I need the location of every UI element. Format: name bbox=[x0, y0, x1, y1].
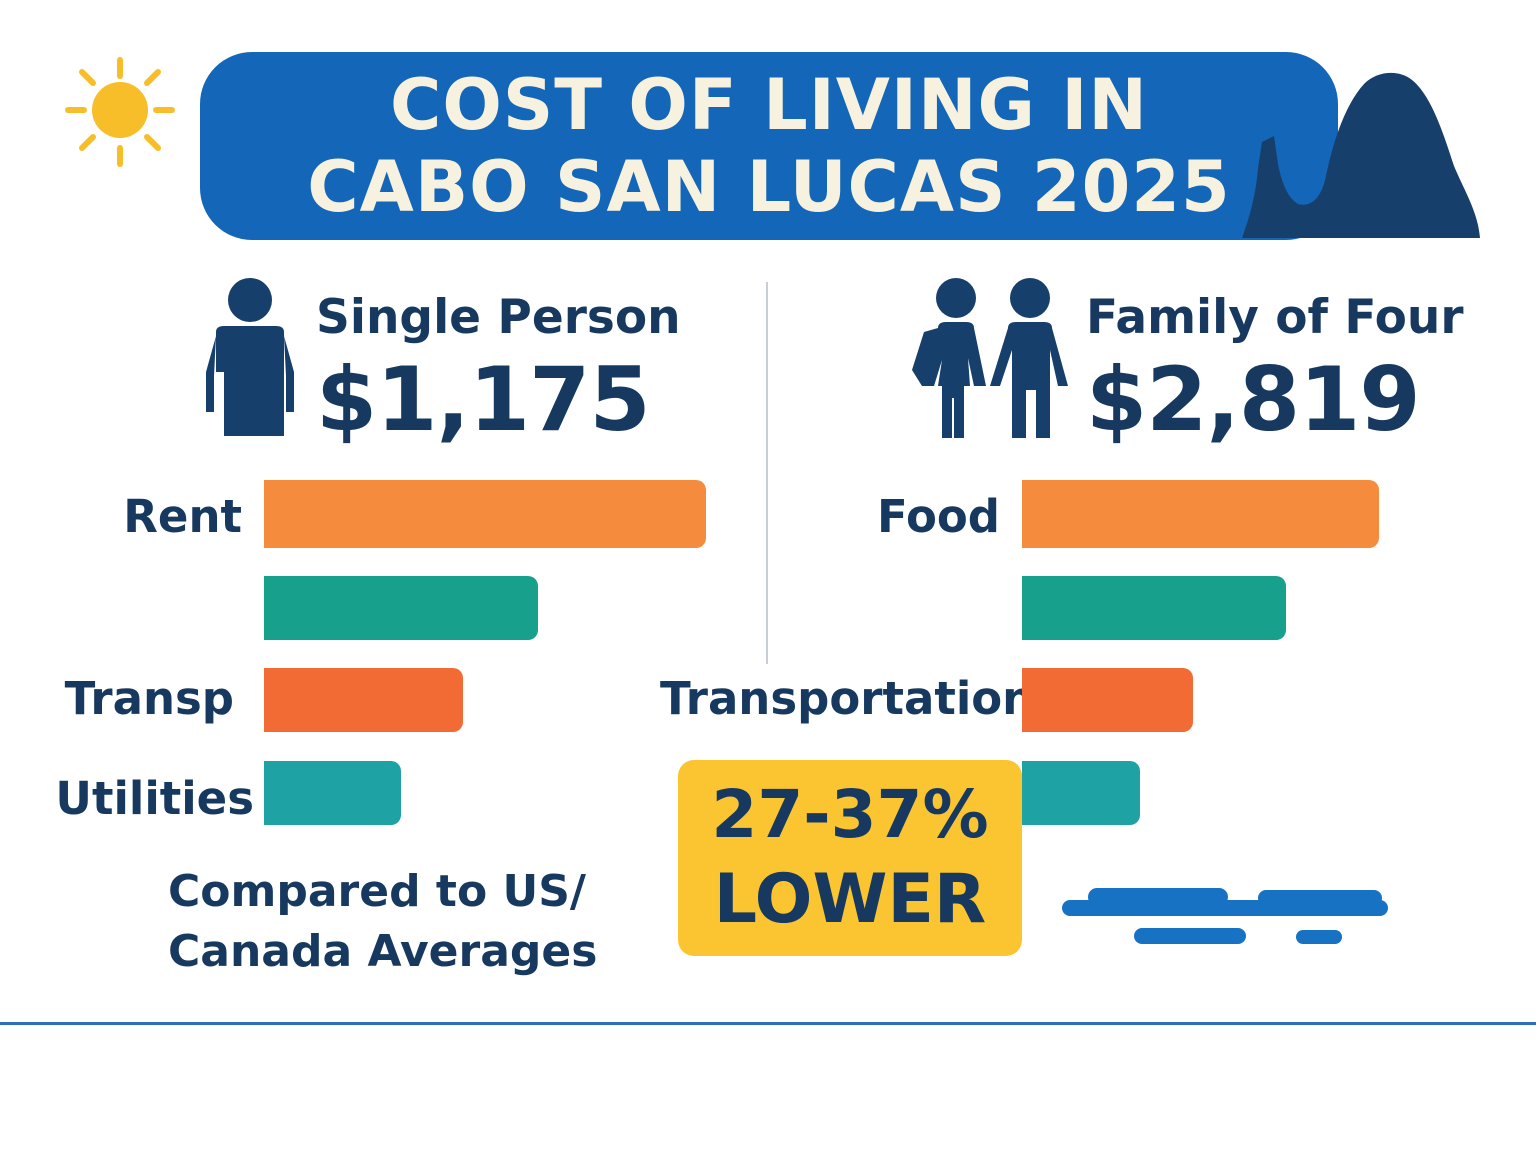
section-divider bbox=[766, 282, 768, 664]
savings-badge bbox=[678, 760, 1022, 956]
single-bar-1 bbox=[264, 576, 538, 640]
single-bar-label-3: Utilities bbox=[55, 772, 254, 825]
sun-icon bbox=[65, 57, 175, 167]
savings-range: 27-37% bbox=[711, 776, 989, 853]
bottom-rule bbox=[0, 1022, 1536, 1025]
arch-rock-icon bbox=[1242, 72, 1480, 238]
family-bar-label-2: Transportation bbox=[660, 672, 1035, 725]
single-bar-3 bbox=[264, 761, 401, 825]
single-person-label: Single Person bbox=[316, 290, 681, 345]
family-bar-0 bbox=[1022, 480, 1379, 548]
single-bar-label-2: Transp bbox=[64, 672, 234, 725]
single-person-icon bbox=[206, 278, 294, 436]
water-wave-icon bbox=[1062, 888, 1388, 944]
single-bar-label-0: Rent bbox=[123, 490, 242, 543]
family-amount: $2,819 bbox=[1086, 348, 1421, 451]
page-title-line-1: COST OF LIVING IN bbox=[389, 64, 1148, 146]
family-bar-3 bbox=[1022, 761, 1140, 825]
page-title-line-2: CABO SAN LUCAS 2025 bbox=[307, 146, 1231, 228]
comparison-text: Compared to US/ Canada Averages bbox=[168, 866, 598, 977]
single-bar-2 bbox=[264, 668, 463, 732]
title-banner bbox=[200, 52, 1338, 240]
family-bar-2 bbox=[1022, 668, 1193, 732]
single-bar-0 bbox=[264, 480, 706, 548]
family-bar-1 bbox=[1022, 576, 1286, 640]
couple-icon bbox=[912, 278, 1068, 438]
savings-lower: LOWER bbox=[713, 860, 987, 939]
family-bar-label-0: Food bbox=[877, 490, 1000, 543]
single-person-amount: $1,175 bbox=[316, 348, 651, 451]
family-label: Family of Four bbox=[1086, 290, 1464, 345]
